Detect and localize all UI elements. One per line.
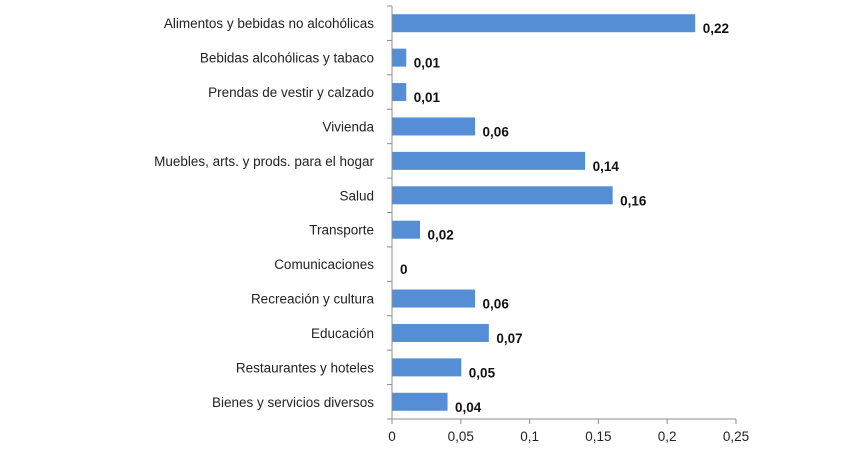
bar-value-label: 0,05 [469,365,496,380]
bar-value-label: 0,04 [455,400,482,415]
bar-value-label: 0,14 [593,159,620,174]
bar [392,289,476,308]
x-tick-label: 0,25 [723,429,749,444]
bar [392,117,476,136]
bar [392,151,586,170]
bar-value-label: 0,02 [428,228,454,243]
bar-value-label: 0 [400,262,408,277]
category-label: Muebles, arts. y prods. para el hogar [154,154,374,169]
bar-value-label: 0,16 [620,193,647,208]
bar-value-label: 0,22 [703,21,729,36]
bar-value-label: 0,07 [496,331,522,346]
category-label: Recreación y cultura [251,292,375,307]
bar-value-label: 0,06 [483,297,510,312]
bar [392,14,696,33]
bar-value-label: 0,06 [483,124,510,139]
category-label: Vivienda [322,119,374,134]
category-label: Bebidas alcohólicas y tabaco [200,51,374,66]
bar-value-label: 0,01 [414,56,441,71]
bar [392,83,407,102]
bar-value-label: 0,01 [414,90,441,105]
x-tick-label: 0 [388,429,396,444]
bar [392,48,407,67]
category-label: Salud [339,188,374,203]
bar [392,392,448,411]
category-label: Educación [311,326,374,341]
category-label: Transporte [309,223,374,238]
bar [392,220,421,239]
bar [392,358,462,377]
x-tick-label: 0,05 [448,429,474,444]
category-label: Prendas de vestir y calzado [208,85,374,100]
category-label: Bienes y servicios diversos [212,395,374,410]
x-tick-label: 0,1 [520,429,539,444]
category-label: Comunicaciones [274,257,374,272]
bar [392,323,489,342]
x-tick-label: 0,15 [585,429,611,444]
category-label: Restaurantes y hoteles [236,360,374,375]
x-tick-label: 0,2 [658,429,677,444]
category-label: Alimentos y bebidas no alcohólicas [164,16,374,31]
bar [392,186,613,205]
